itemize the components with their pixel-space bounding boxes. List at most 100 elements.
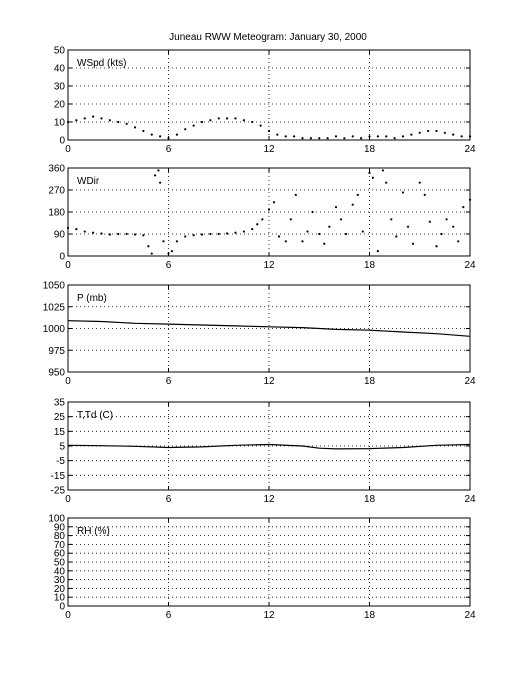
wspd-data-point: [217, 117, 220, 120]
pressure-series-line: [67, 320, 471, 337]
rh-ytick-label: 20: [54, 584, 66, 595]
wspd-data-point: [142, 129, 145, 133]
rh-panel-label: RH (%): [77, 526, 110, 537]
wspd-panel: 0 6 12 18 24 0 10 20 30 40 50 WSpd (kts): [54, 46, 476, 156]
wdir-data-point: [226, 232, 229, 235]
wspd-data-point: [351, 135, 354, 138]
wdir-data-point: [175, 240, 178, 243]
wdir-ytick-label: 360: [48, 164, 65, 175]
wdir-data-point: [159, 181, 162, 184]
wdir-data-point: [100, 232, 103, 235]
wdir-data-point: [217, 232, 220, 236]
wspd-data-point: [427, 129, 430, 133]
rh-ytick-label: 60: [54, 549, 66, 560]
pressure-xtick-label: 6: [166, 376, 172, 387]
wspd-data-point: [226, 117, 229, 120]
wdir-data-point: [351, 203, 354, 206]
rh-ytick-label: 50: [54, 558, 66, 569]
pressure-panel: 0 6 12 18 24 950 975 1000 1025 1050 P (mb): [43, 281, 476, 388]
wspd-data-point: [401, 135, 405, 138]
wspd-xtick-label: 6: [166, 144, 172, 155]
wdir-data-point: [200, 233, 204, 236]
wspd-xtick-label: 12: [263, 144, 275, 155]
wdir-data-point: [154, 174, 157, 177]
wdir-xtick-label: 24: [464, 260, 476, 271]
wspd-data-point: [209, 119, 212, 122]
wspd-data-point: [92, 115, 95, 118]
wdir-data-point: [428, 220, 431, 223]
wspd-xtick-label: 24: [464, 144, 476, 155]
temp-dewpoint-ytick-label: -5: [56, 456, 65, 467]
wdir-data-point: [133, 233, 137, 236]
wspd-xtick-label: 0: [65, 144, 71, 155]
figure-title: Juneau RWW Meteogram: January 30, 2000: [169, 32, 367, 43]
wdir-xtick-label: 0: [65, 260, 71, 271]
wdir-data-point: [334, 206, 338, 209]
wspd-data-point: [259, 124, 262, 127]
wdir-data-point: [125, 232, 128, 236]
wspd-data-point: [167, 137, 170, 140]
wspd-data-point: [75, 119, 78, 122]
wspd-data-point: [460, 135, 463, 138]
wdir-data-point: [323, 242, 326, 245]
wdir-data-point: [167, 252, 170, 255]
wdir-data-point: [234, 231, 237, 234]
temp-dewpoint-ytick-label: 5: [59, 442, 65, 453]
wdir-data-point: [142, 234, 145, 237]
rh-ytick-label: 90: [54, 522, 66, 533]
wspd-data-point: [368, 135, 371, 138]
wdir-data-point: [251, 228, 254, 231]
pressure-ytick-label: 1025: [43, 302, 66, 313]
pressure-ytick-label: 950: [48, 368, 65, 379]
pressure-xtick-label: 18: [364, 376, 376, 387]
rh-ytick-label: 80: [54, 531, 66, 542]
wdir-data-point: [376, 250, 379, 253]
wspd-data-point: [175, 133, 178, 136]
wspd-data-point: [360, 137, 363, 140]
wdir-data-point: [452, 225, 455, 228]
wspd-ytick-label: 0: [59, 136, 65, 147]
wspd-data-point: [418, 131, 421, 134]
wspd-data-point: [234, 117, 237, 120]
wdir-ytick-label: 0: [59, 252, 65, 263]
temp-dewpoint-ytick-label: 35: [54, 398, 66, 409]
wdir-data-point: [170, 250, 173, 253]
wdir-data-point: [162, 240, 165, 243]
wspd-data-point: [267, 129, 271, 133]
wdir-data-point: [328, 225, 331, 228]
temp-dewpoint-ytick-label: -25: [51, 486, 66, 497]
wspd-data-point: [184, 128, 187, 131]
rh-xtick-label: 24: [464, 610, 476, 621]
wspd-data-point: [452, 133, 455, 136]
wdir-data-point: [147, 245, 150, 248]
wspd-data-point: [276, 133, 279, 136]
pressure-ytick-label: 1000: [43, 324, 66, 335]
temp-dewpoint-panel-label: T,Td (C): [77, 410, 113, 421]
pressure-panel-label: P (mb): [77, 293, 107, 304]
wdir-data-point: [423, 193, 426, 196]
wspd-data-point: [150, 133, 153, 136]
wdir-data-point: [385, 181, 388, 184]
pressure-xtick-label: 12: [263, 376, 275, 387]
wspd-data-point: [117, 120, 120, 124]
wdir-panel: 0 6 12 18 24 0 90 180 270 360 WDir: [48, 164, 476, 272]
rh-ytick-label: 70: [54, 540, 66, 551]
wdir-data-point: [242, 230, 245, 233]
wspd-ytick-label: 40: [54, 64, 66, 75]
rh-ytick-label: 0: [59, 602, 65, 613]
temp-dewpoint-ytick-label: 15: [54, 427, 66, 438]
wdir-data-point: [435, 245, 438, 248]
wspd-data-point: [334, 135, 338, 138]
wspd-ytick-label: 10: [54, 118, 66, 129]
wdir-data-point: [390, 218, 393, 221]
wspd-data-point: [108, 119, 111, 122]
wdir-data-point: [184, 235, 187, 238]
wdir-data-point: [462, 206, 465, 209]
temp-dewpoint-series-line: [67, 443, 471, 450]
temp-dewpoint-ytick-label: -15: [51, 471, 66, 482]
wspd-data-point: [326, 137, 329, 140]
wspd-data-point: [443, 131, 446, 134]
wdir-ytick-label: 180: [48, 208, 65, 219]
